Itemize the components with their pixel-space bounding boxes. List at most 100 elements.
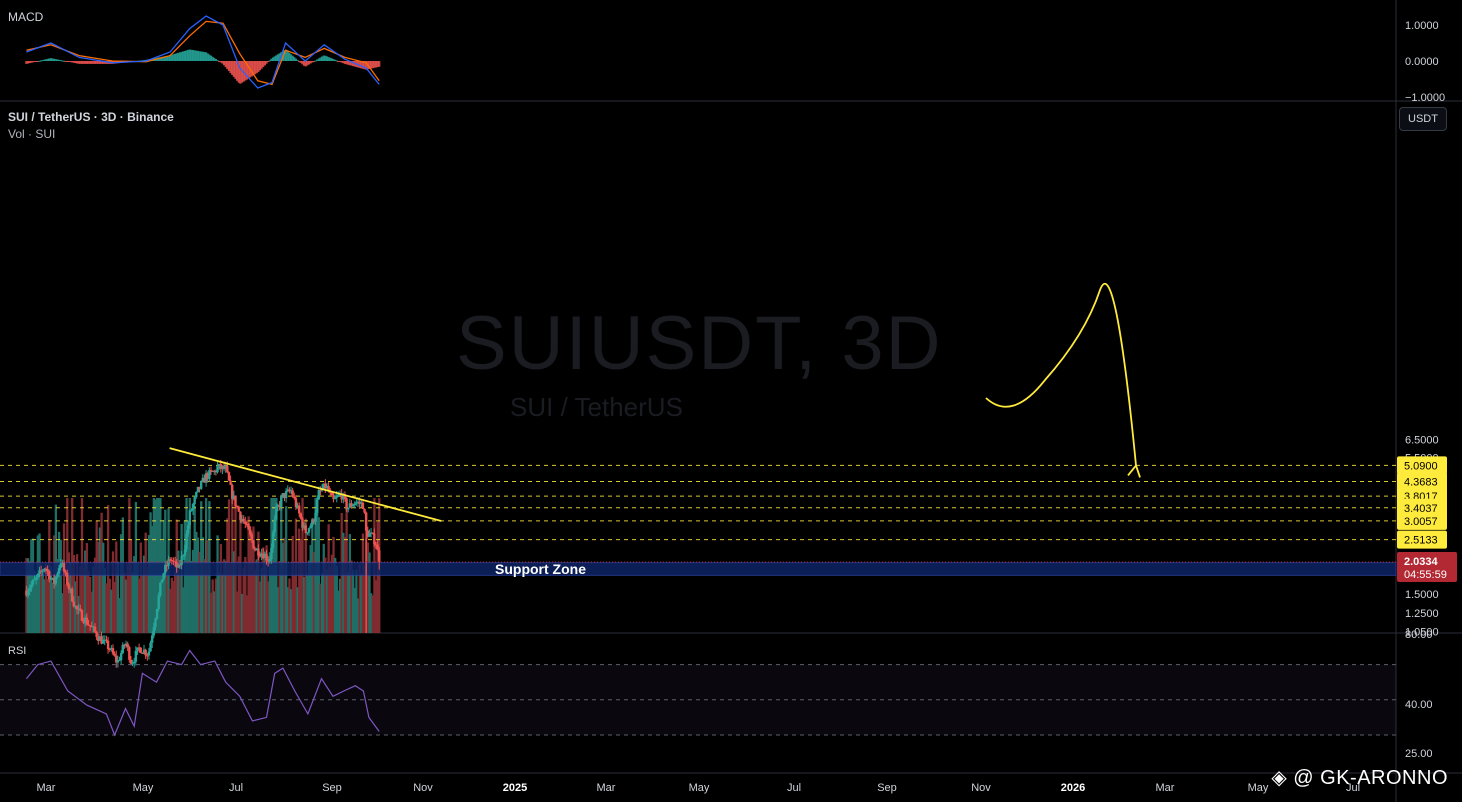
candle-body[interactable] xyxy=(278,505,281,507)
macd-pane[interactable] xyxy=(25,15,381,89)
candle-body[interactable] xyxy=(57,567,61,574)
candle-body[interactable] xyxy=(231,484,234,499)
candle-body[interactable] xyxy=(98,636,102,641)
candle-body[interactable] xyxy=(304,525,307,533)
candle-body[interactable] xyxy=(61,562,64,564)
candle-body[interactable] xyxy=(49,578,53,580)
candle-body[interactable] xyxy=(299,513,303,519)
candle-body[interactable] xyxy=(378,550,381,562)
candle-body[interactable] xyxy=(374,544,378,546)
candle-body[interactable] xyxy=(193,497,196,505)
candle-body[interactable] xyxy=(335,495,338,498)
candle-body[interactable] xyxy=(239,511,242,520)
candle-body[interactable] xyxy=(167,559,170,567)
candle-body[interactable] xyxy=(244,521,247,524)
candle-body[interactable] xyxy=(242,518,245,522)
candle-body[interactable] xyxy=(128,647,131,660)
candle-body[interactable] xyxy=(134,650,138,662)
candle-body[interactable] xyxy=(283,493,286,499)
candle-body[interactable] xyxy=(106,640,110,649)
candle-body[interactable] xyxy=(82,620,85,623)
candle-body[interactable] xyxy=(173,561,177,563)
candle-body[interactable] xyxy=(327,486,330,492)
candle-body[interactable] xyxy=(165,565,169,567)
candle-body[interactable] xyxy=(262,553,265,559)
candle-body[interactable] xyxy=(361,502,365,509)
candle-body[interactable] xyxy=(146,655,149,657)
candle-body[interactable] xyxy=(95,631,98,638)
candle-body[interactable] xyxy=(136,647,139,651)
candle-body[interactable] xyxy=(190,510,193,512)
candle-body[interactable] xyxy=(56,573,59,577)
candle-body[interactable] xyxy=(149,642,152,652)
candle-body[interactable] xyxy=(201,477,205,482)
candle-body[interactable] xyxy=(369,532,373,534)
candle-body[interactable] xyxy=(255,548,258,551)
candle-body[interactable] xyxy=(100,636,103,644)
candle-body[interactable] xyxy=(302,525,306,528)
candle-body[interactable] xyxy=(54,576,58,584)
candle-body[interactable] xyxy=(284,491,288,499)
candle-body[interactable] xyxy=(97,637,100,641)
candle-body[interactable] xyxy=(268,558,271,563)
candle-body[interactable] xyxy=(155,609,159,619)
candle-body[interactable] xyxy=(160,579,164,583)
currency-button[interactable]: USDT xyxy=(1399,107,1447,131)
candle-body[interactable] xyxy=(206,473,209,479)
candle-body[interactable] xyxy=(355,502,358,504)
candle-body[interactable] xyxy=(144,649,147,656)
candle-body[interactable] xyxy=(168,559,172,561)
candle-body[interactable] xyxy=(307,528,311,533)
candle-body[interactable] xyxy=(358,501,361,504)
candle-body[interactable] xyxy=(177,564,180,568)
candle-body[interactable] xyxy=(340,493,343,500)
candle-body[interactable] xyxy=(360,502,363,504)
candle-body[interactable] xyxy=(62,562,66,572)
candle-body[interactable] xyxy=(265,553,268,561)
candle-body[interactable] xyxy=(368,533,371,537)
candle-body[interactable] xyxy=(306,532,309,534)
candle-body[interactable] xyxy=(152,627,156,636)
candle-body[interactable] xyxy=(235,506,239,508)
candle-body[interactable] xyxy=(88,625,92,627)
candle-body[interactable] xyxy=(204,473,208,483)
candle-body[interactable] xyxy=(118,660,121,662)
candle-body[interactable] xyxy=(93,626,97,632)
candle-body[interactable] xyxy=(353,503,356,506)
candle-body[interactable] xyxy=(172,560,175,562)
candle-body[interactable] xyxy=(154,618,157,628)
candle-body[interactable] xyxy=(85,617,89,625)
candle-body[interactable] xyxy=(33,579,36,581)
candle-body[interactable] xyxy=(280,496,283,507)
candle-body[interactable] xyxy=(126,643,129,648)
level-badge[interactable] xyxy=(1397,511,1447,530)
candle-body[interactable] xyxy=(36,573,40,578)
candle-body[interactable] xyxy=(111,648,115,654)
candle-body[interactable] xyxy=(337,494,340,496)
candle-body[interactable] xyxy=(301,518,304,528)
candle-body[interactable] xyxy=(373,533,376,545)
candle-body[interactable] xyxy=(186,525,190,534)
candle-body[interactable] xyxy=(66,572,69,585)
candle-body[interactable] xyxy=(312,519,316,522)
candle-body[interactable] xyxy=(211,470,214,472)
projection-arrow[interactable] xyxy=(985,283,1137,466)
candle-body[interactable] xyxy=(72,601,75,607)
candle-body[interactable] xyxy=(263,553,267,559)
descending-trendline[interactable] xyxy=(169,447,442,522)
candle-body[interactable] xyxy=(48,571,51,580)
candle-body[interactable] xyxy=(139,647,142,653)
candle-body[interactable] xyxy=(273,519,276,533)
candle-body[interactable] xyxy=(271,532,275,549)
candle-body[interactable] xyxy=(332,495,335,500)
candle-body[interactable] xyxy=(123,644,126,646)
candle-body[interactable] xyxy=(275,506,278,520)
candle-body[interactable] xyxy=(317,490,320,500)
candle-body[interactable] xyxy=(182,555,185,557)
candle-body[interactable] xyxy=(245,523,249,525)
price-axis[interactable]: 1.00000.0000−1.00006.50005.50004.50003.6… xyxy=(0,20,1457,760)
candle-body[interactable] xyxy=(229,480,232,485)
rsi-pane[interactable] xyxy=(0,649,1396,737)
candle-body[interactable] xyxy=(257,548,260,556)
